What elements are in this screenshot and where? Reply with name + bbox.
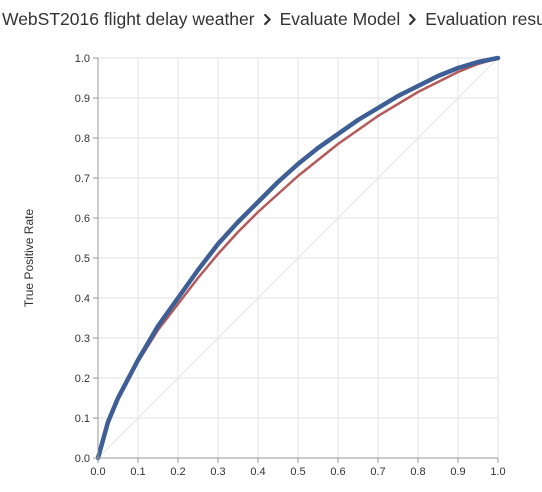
x-tick-label: 0.7 [370,466,385,478]
x-tick-label: 0.2 [170,466,185,478]
y-tick-label: 0.8 [75,133,90,145]
y-tick-label: 0.4 [75,293,90,305]
y-axis-label: True Positive Rate [22,209,36,308]
breadcrumb-experiment-link[interactable]: WebST2016 flight delay weather [2,8,255,29]
y-tick-label: 0.1 [75,413,90,425]
x-tick-label: 0.0 [90,466,105,478]
breadcrumb: WebST2016 flight delay weather Evaluate … [2,4,542,34]
y-tick-label: 0.6 [75,213,90,225]
x-tick-label: 0.6 [330,466,345,478]
y-tick-label: 1.0 [75,53,90,65]
reference-diagonal-line [97,57,499,459]
y-tick-label: 0.5 [75,253,90,265]
x-tick-label: 0.4 [250,466,265,478]
y-tick-label: 0.7 [75,173,90,185]
x-tick-label: 0.9 [450,466,465,478]
y-tick-label: 0.3 [75,333,90,345]
x-tick-label: 0.1 [130,466,145,478]
tick-labels: 0.0 0.1 0.2 0.3 0.4 0.5 0.6 0.7 0.8 0.9 1.0 0.0 0.1 0… [75,53,506,478]
x-tick-label: 0.5 [290,466,305,478]
y-tick-label: 0.0 [75,453,90,465]
breadcrumb-current-page: Evaluation results [425,8,542,29]
chevron-right-icon [409,13,416,25]
x-tick-label: 1.0 [490,466,505,478]
breadcrumb-module-link[interactable]: Evaluate Model [279,8,401,29]
series-layer [95,55,501,461]
x-tick-label: 0.8 [410,466,425,478]
y-tick-label: 0.2 [75,373,90,385]
y-tick-label: 0.9 [75,93,90,105]
roc-curve-series-1 [95,55,501,461]
x-tick-label: 0.3 [210,466,225,478]
axes [93,57,499,463]
grid [98,57,499,458]
chevron-right-icon [263,13,271,25]
